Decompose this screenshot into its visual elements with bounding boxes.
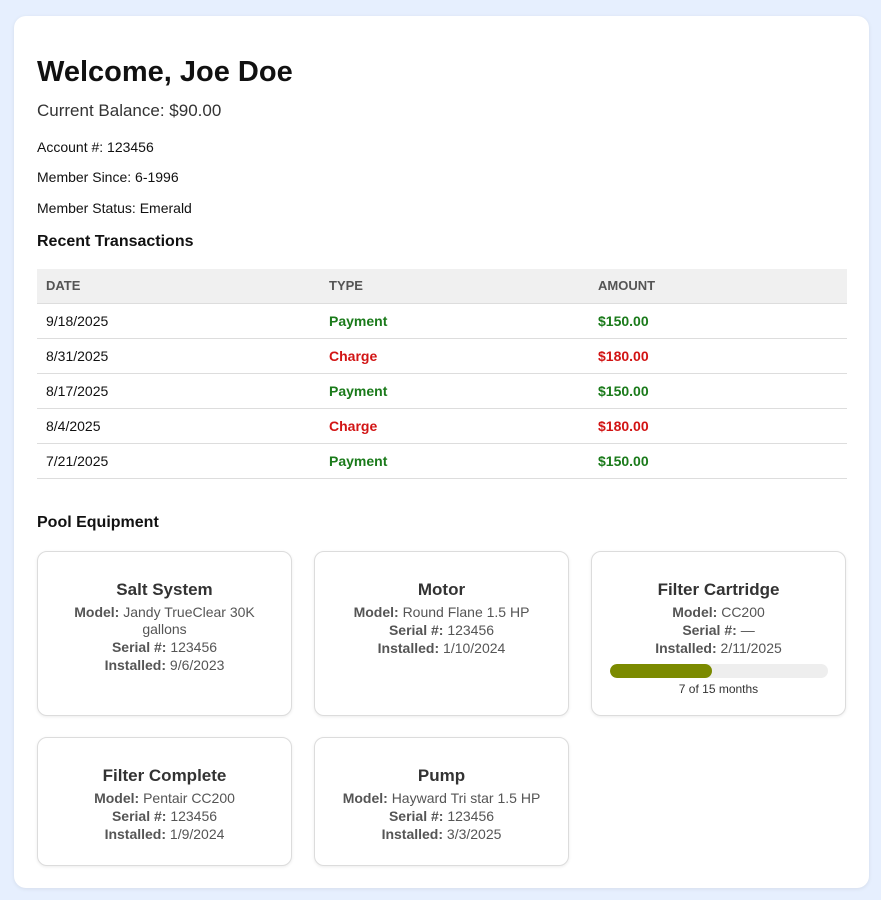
equipment-card-motor: Motor Model: Round Flane 1.5 HP Serial #… (314, 551, 569, 716)
transaction-date: 9/18/2025 (37, 303, 320, 339)
installed-label: Installed: (381, 826, 444, 842)
table-row: 9/18/2025 Payment $150.00 (37, 303, 847, 339)
column-header-date: DATE (37, 269, 320, 304)
transaction-date: 8/17/2025 (37, 373, 320, 409)
equipment-card-pump: Pump Model: Hayward Tri star 1.5 HP Seri… (314, 737, 569, 866)
transaction-type: Payment (320, 303, 589, 339)
installed-value: 9/6/2023 (169, 657, 225, 673)
transaction-date: 7/21/2025 (37, 443, 320, 479)
serial-label: Serial #: (388, 622, 444, 638)
equipment-serial: Serial #: — (610, 622, 827, 639)
transaction-amount: $150.00 (589, 443, 847, 479)
equipment-serial: Serial #: 123456 (56, 639, 273, 656)
transactions-table: DATE TYPE AMOUNT 9/18/2025 Payment $150.… (37, 269, 847, 479)
transactions-title: Recent Transactions (37, 233, 194, 250)
transaction-type: Payment (320, 373, 589, 409)
member-since: Member Since: 6-1996 (37, 169, 179, 185)
model-value: CC200 (721, 604, 765, 620)
model-value: Round Flane 1.5 HP (402, 604, 530, 620)
model-label: Model: (672, 604, 718, 620)
installed-value: 3/3/2025 (446, 826, 502, 842)
equipment-name: Motor (417, 580, 466, 599)
table-row: 8/4/2025 Charge $180.00 (37, 408, 847, 444)
installed-value: 1/9/2024 (169, 826, 225, 842)
transaction-type: Charge (320, 408, 589, 444)
transaction-type: Payment (320, 443, 589, 479)
transaction-amount: $150.00 (589, 303, 847, 339)
equipment-installed: Installed: 1/9/2024 (56, 826, 273, 843)
serial-value: 123456 (447, 622, 495, 638)
equipment-installed: Installed: 9/6/2023 (56, 657, 273, 674)
column-header-type: TYPE (320, 269, 589, 304)
model-value: Pentair CC200 (143, 790, 235, 806)
equipment-model: Model: Jandy TrueClear 30K gallons (56, 604, 273, 638)
equipment-model: Model: Hayward Tri star 1.5 HP (333, 790, 550, 807)
table-row: 8/31/2025 Charge $180.00 (37, 338, 847, 374)
equipment-installed: Installed: 3/3/2025 (333, 826, 550, 843)
filter-life-progress-bar (610, 664, 828, 678)
equipment-installed: Installed: 1/10/2024 (333, 640, 550, 657)
filter-life-progress-fill (610, 664, 712, 678)
model-value: Hayward Tri star 1.5 HP (391, 790, 541, 806)
serial-value: 123456 (447, 808, 495, 824)
serial-label: Serial #: (111, 639, 167, 655)
serial-label: Serial #: (682, 622, 737, 638)
equipment-serial: Serial #: 123456 (333, 808, 550, 825)
equipment-name: Salt System (116, 580, 213, 599)
table-row: 8/17/2025 Payment $150.00 (37, 373, 847, 409)
equipment-card-salt-system: Salt System Model: Jandy TrueClear 30K g… (37, 551, 292, 716)
installed-value: 2/11/2025 (720, 640, 782, 656)
installed-label: Installed: (377, 640, 440, 656)
transaction-amount: $180.00 (589, 408, 847, 444)
transaction-date: 8/4/2025 (37, 408, 320, 444)
column-header-amount: AMOUNT (589, 269, 847, 304)
serial-label: Serial #: (388, 808, 444, 824)
account-card: Welcome, Joe Doe Current Balance: $90.00… (14, 16, 869, 888)
welcome-heading: Welcome, Joe Doe (37, 56, 293, 88)
equipment-card-filter-complete: Filter Complete Model: Pentair CC200 Ser… (37, 737, 292, 866)
installed-label: Installed: (104, 657, 167, 673)
current-balance: Current Balance: $90.00 (37, 101, 222, 120)
serial-label: Serial #: (111, 808, 167, 824)
table-row: 7/21/2025 Payment $150.00 (37, 443, 847, 479)
installed-value: 1/10/2024 (443, 640, 506, 656)
model-value: Jandy TrueClear 30K gallons (123, 604, 255, 637)
equipment-title: Pool Equipment (37, 514, 159, 531)
installed-label: Installed: (104, 826, 167, 842)
transaction-amount: $180.00 (589, 338, 847, 374)
equipment-name: Filter Complete (102, 766, 227, 785)
model-label: Model: (353, 604, 399, 620)
model-label: Model: (94, 790, 140, 806)
model-label: Model: (74, 604, 120, 620)
member-status: Member Status: Emerald (37, 200, 192, 216)
transaction-date: 8/31/2025 (37, 338, 320, 374)
model-label: Model: (342, 790, 388, 806)
account-number: Account #: 123456 (37, 139, 154, 155)
transaction-type: Charge (320, 338, 589, 374)
equipment-model: Model: Pentair CC200 (56, 790, 273, 807)
equipment-model: Model: CC200 (610, 604, 827, 621)
serial-value: 123456 (170, 639, 218, 655)
serial-value: 123456 (170, 808, 218, 824)
filter-life-progress-text: 7 of 15 months (678, 682, 759, 696)
table-header-row: DATE TYPE AMOUNT (37, 269, 847, 304)
equipment-serial: Serial #: 123456 (333, 622, 550, 639)
equipment-installed: Installed: 2/11/2025 (610, 640, 827, 657)
equipment-name: Filter Cartridge (657, 580, 780, 599)
installed-label: Installed: (655, 640, 717, 656)
equipment-serial: Serial #: 123456 (56, 808, 273, 825)
equipment-card-filter-cartridge: Filter Cartridge Model: CC200 Serial #: … (591, 551, 846, 716)
serial-value: — (740, 622, 755, 638)
equipment-name: Pump (417, 766, 466, 785)
transaction-amount: $150.00 (589, 373, 847, 409)
equipment-model: Model: Round Flane 1.5 HP (333, 604, 550, 621)
